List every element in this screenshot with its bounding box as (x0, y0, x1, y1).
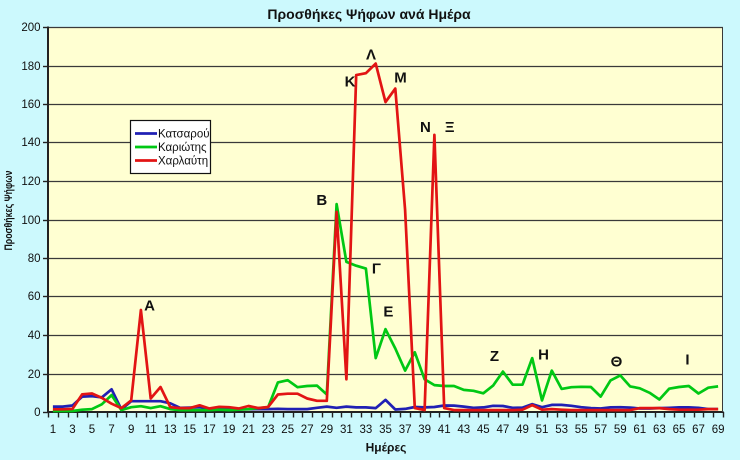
svg-text:Κ: Κ (345, 74, 356, 91)
svg-text:Καριώτης: Καριώτης (158, 142, 207, 154)
svg-text:Κατσαρού: Κατσαρού (158, 129, 210, 141)
svg-text:35: 35 (379, 424, 392, 436)
svg-text:1: 1 (50, 424, 56, 436)
svg-text:60: 60 (28, 291, 41, 303)
svg-text:9: 9 (128, 424, 134, 436)
svg-text:17: 17 (203, 424, 216, 436)
svg-text:20: 20 (28, 369, 41, 381)
svg-text:Χαρλαύτη: Χαρλαύτη (158, 156, 208, 168)
svg-text:Ν: Ν (420, 119, 431, 136)
svg-text:Ι: Ι (685, 352, 689, 369)
svg-text:63: 63 (653, 424, 666, 436)
svg-text:Γ: Γ (372, 261, 381, 278)
svg-text:160: 160 (21, 99, 40, 111)
svg-text:29: 29 (320, 424, 333, 436)
svg-text:40: 40 (28, 330, 41, 342)
svg-text:Θ: Θ (611, 354, 623, 371)
svg-text:43: 43 (457, 424, 470, 436)
svg-text:120: 120 (21, 176, 40, 188)
svg-text:Λ: Λ (366, 47, 376, 64)
svg-text:19: 19 (223, 424, 236, 436)
svg-text:51: 51 (536, 424, 549, 436)
svg-text:55: 55 (575, 424, 588, 436)
svg-text:15: 15 (183, 424, 196, 436)
svg-text:37: 37 (399, 424, 412, 436)
svg-text:47: 47 (497, 424, 510, 436)
svg-text:67: 67 (692, 424, 705, 436)
svg-text:39: 39 (418, 424, 431, 436)
svg-text:25: 25 (281, 424, 294, 436)
svg-text:61: 61 (633, 424, 646, 436)
svg-text:Ημέρες: Ημέρες (366, 441, 407, 455)
svg-text:65: 65 (673, 424, 686, 436)
svg-text:Β: Β (316, 192, 327, 209)
svg-text:13: 13 (164, 424, 177, 436)
svg-text:23: 23 (262, 424, 275, 436)
svg-text:11: 11 (145, 424, 157, 436)
svg-text:53: 53 (555, 424, 568, 436)
svg-text:80: 80 (28, 253, 41, 265)
svg-text:180: 180 (21, 61, 40, 73)
svg-text:100: 100 (21, 215, 40, 227)
svg-text:33: 33 (360, 424, 373, 436)
svg-text:7: 7 (108, 424, 114, 436)
svg-text:Α: Α (144, 298, 155, 315)
svg-text:0: 0 (34, 407, 40, 419)
svg-text:Ξ: Ξ (445, 119, 455, 136)
svg-text:Ζ: Ζ (490, 348, 499, 365)
svg-text:Η: Η (538, 347, 549, 364)
svg-text:41: 41 (438, 424, 451, 436)
svg-text:Ε: Ε (383, 304, 393, 321)
svg-text:21: 21 (242, 424, 255, 436)
svg-text:Προσθήκες Ψήφων ανά Ημέρα: Προσθήκες Ψήφων ανά Ημέρα (267, 6, 471, 22)
svg-text:5: 5 (89, 424, 95, 436)
svg-text:27: 27 (301, 424, 314, 436)
svg-text:31: 31 (340, 424, 353, 436)
svg-text:200: 200 (21, 22, 40, 34)
svg-text:59: 59 (614, 424, 627, 436)
svg-text:45: 45 (477, 424, 490, 436)
svg-text:Μ: Μ (394, 70, 407, 87)
svg-text:140: 140 (21, 137, 40, 149)
svg-text:69: 69 (712, 424, 725, 436)
svg-text:3: 3 (69, 424, 75, 436)
svg-text:Προσθήκες Ψήφων: Προσθήκες Ψήφων (3, 171, 15, 251)
svg-text:49: 49 (516, 424, 529, 436)
svg-text:57: 57 (594, 424, 607, 436)
